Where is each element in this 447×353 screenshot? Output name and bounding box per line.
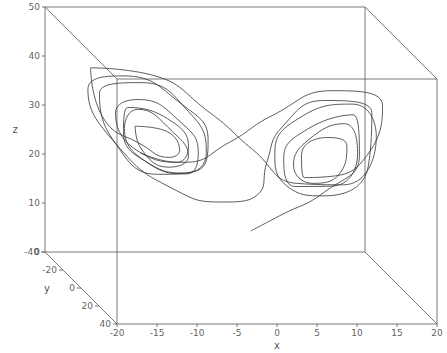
svg-text:0: 0 — [69, 283, 75, 293]
svg-text:x: x — [274, 340, 280, 351]
svg-text:-40: -40 — [24, 247, 39, 257]
svg-text:y: y — [44, 283, 50, 294]
svg-text:0: 0 — [274, 328, 280, 338]
svg-text:20: 20 — [431, 328, 443, 338]
svg-text:30: 30 — [29, 100, 41, 110]
svg-text:10: 10 — [29, 198, 41, 208]
svg-text:10: 10 — [351, 328, 363, 338]
svg-text:z: z — [12, 124, 17, 135]
svg-text:40: 40 — [29, 51, 41, 61]
svg-text:0: 0 — [34, 247, 40, 257]
svg-text:50: 50 — [29, 2, 41, 12]
svg-text:20: 20 — [82, 301, 94, 311]
svg-text:-20: -20 — [110, 328, 125, 338]
svg-text:-15: -15 — [150, 328, 165, 338]
svg-text:20: 20 — [29, 149, 41, 159]
svg-text:5: 5 — [314, 328, 320, 338]
svg-text:15: 15 — [391, 328, 402, 338]
svg-text:-5: -5 — [233, 328, 242, 338]
svg-text:-10: -10 — [190, 328, 205, 338]
svg-text:40: 40 — [100, 319, 112, 329]
svg-text:-20: -20 — [42, 265, 57, 275]
